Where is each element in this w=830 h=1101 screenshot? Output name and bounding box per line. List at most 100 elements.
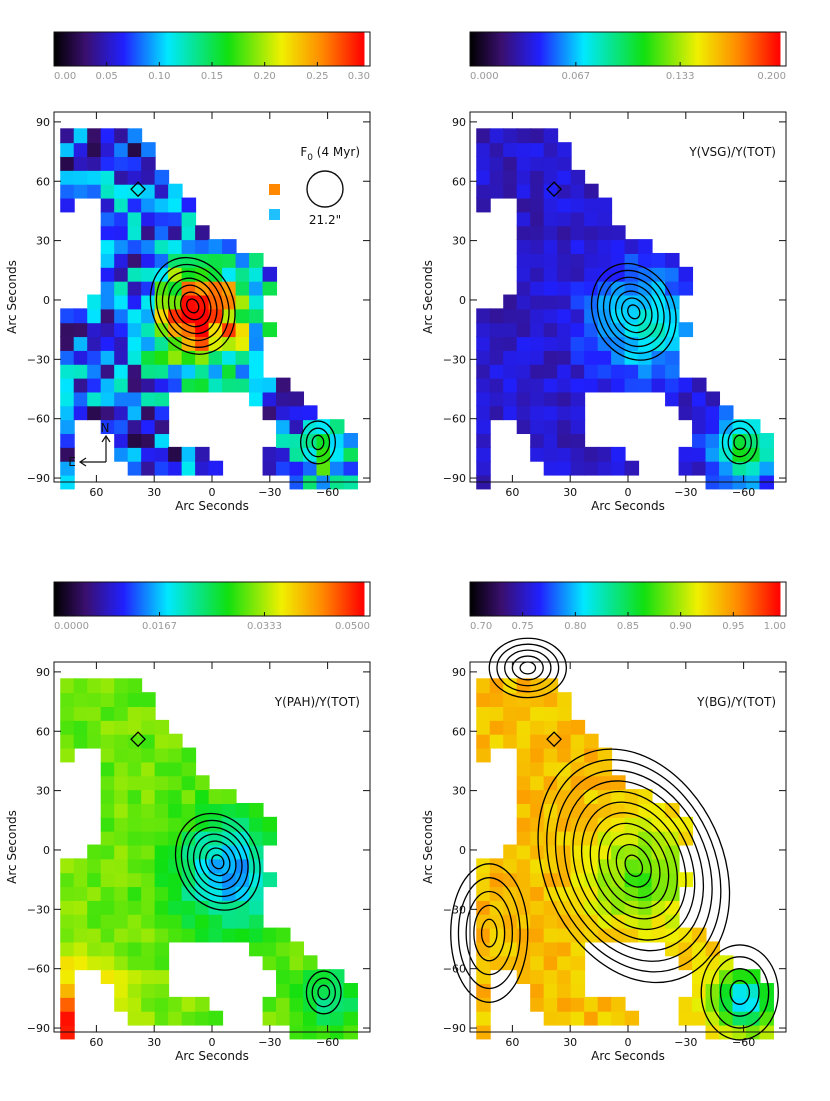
heatmap-cell	[276, 927, 291, 943]
heatmap-cells	[476, 128, 774, 490]
heatmap-cell	[181, 899, 197, 915]
heatmap-cell	[678, 405, 694, 421]
heatmap-cell	[476, 419, 491, 435]
heatmap-cell	[476, 719, 491, 735]
heatmap-cell	[516, 336, 532, 351]
heatmap-cell	[557, 252, 572, 268]
heatmap-cell	[195, 899, 210, 915]
y-axis-label: Arc Seconds	[421, 260, 435, 334]
heatmap-cell	[570, 433, 586, 448]
heatmap-cell	[154, 913, 170, 929]
heatmap-cell	[195, 377, 210, 393]
colorbar-tick-label: 0.90	[670, 621, 692, 632]
heatmap-cell	[530, 308, 545, 324]
heatmap-cell	[87, 844, 102, 860]
heatmap-cell	[611, 830, 626, 846]
heatmap-cell	[597, 239, 613, 254]
heatmap-cell	[249, 280, 264, 296]
heatmap-cell	[154, 211, 170, 227]
heatmap-cell	[597, 266, 613, 282]
heatmap-cell	[543, 322, 559, 338]
heatmap-cell	[530, 747, 545, 763]
heatmap-cell	[141, 405, 156, 421]
heatmap-cell	[208, 349, 224, 365]
contour-ring	[305, 427, 331, 458]
heatmap-cell	[530, 706, 545, 721]
heatmap-cell	[476, 377, 491, 393]
heatmap-cell	[60, 678, 75, 694]
heatmap-cell	[289, 405, 305, 421]
heatmap-cell	[489, 391, 505, 407]
heatmap-cell	[624, 872, 640, 888]
heatmap-cell	[530, 789, 545, 804]
heatmap-cell	[141, 266, 156, 282]
panel-title: Y(BG)/Y(TOT)	[696, 695, 776, 709]
heatmap-cell	[584, 211, 599, 227]
heatmap-cell	[73, 169, 89, 185]
heatmap-cell	[127, 377, 143, 393]
heatmap-cell	[543, 983, 559, 998]
heatmap-cell	[530, 391, 545, 407]
heatmap-cell	[73, 886, 89, 901]
heatmap-cell	[73, 405, 89, 421]
heatmap-cell	[303, 955, 318, 971]
heatmap-cell	[141, 789, 156, 804]
heatmap-cell	[114, 252, 129, 268]
heatmap-cell	[127, 802, 143, 818]
heatmap-cell	[489, 955, 505, 971]
heatmap-cell	[114, 789, 129, 804]
heatmap-cell	[127, 941, 143, 957]
heatmap-cell	[516, 169, 532, 185]
heatmap-cell	[154, 363, 170, 379]
x-tick-label: 0	[209, 486, 216, 499]
heatmap-cell	[303, 996, 318, 1012]
heatmap-cell	[235, 363, 251, 379]
heatmap-cell	[114, 433, 129, 448]
heatmap-cell	[141, 349, 156, 365]
heatmap-cell	[235, 280, 251, 296]
heatmap-cell	[100, 955, 116, 971]
heatmap-cell	[570, 197, 586, 213]
y-tick-label: 60	[452, 175, 466, 188]
heatmap-cell	[114, 761, 129, 777]
heatmap-cell	[60, 349, 75, 365]
heatmap-cell	[543, 446, 559, 462]
x-tick-label: −30	[258, 1036, 281, 1049]
heatmap-cell	[60, 941, 75, 957]
heatmap-cell	[249, 252, 264, 268]
heatmap-cell	[597, 761, 613, 777]
heatmap-cell	[73, 183, 89, 199]
heatmap-cell	[489, 363, 505, 379]
contours	[130, 181, 336, 465]
heatmap-cell	[114, 816, 129, 832]
heatmap-cell	[570, 983, 586, 998]
heatmap-cell	[181, 747, 197, 763]
heatmap-cell	[584, 377, 599, 393]
heatmap-cell	[276, 969, 291, 985]
heatmap-cell	[570, 927, 586, 943]
heatmap-cell	[262, 391, 278, 407]
heatmap-cell	[87, 294, 102, 310]
heatmap-cell	[114, 183, 129, 199]
heatmap-cell	[316, 969, 331, 985]
heatmap-cell	[100, 899, 116, 915]
x-tick-label: −60	[732, 1036, 755, 1049]
heatmap-cell	[127, 252, 143, 268]
heatmap-cell	[87, 363, 102, 379]
x-tick-label: 0	[625, 486, 632, 499]
heatmap-cell	[100, 816, 116, 832]
heatmap-cell	[584, 349, 599, 365]
heatmap-cell	[100, 363, 116, 379]
heatmap-cell	[100, 169, 116, 185]
x-tick-label: 60	[89, 1036, 103, 1049]
heatmap-cell	[100, 706, 116, 721]
heatmap-cell	[168, 239, 183, 254]
heatmap-cell	[557, 142, 572, 158]
contour-ring	[457, 877, 521, 990]
heatmap-cell	[60, 996, 75, 1012]
heatmap-cell	[651, 913, 667, 929]
contour-ring	[719, 968, 760, 1017]
heatmap-cell	[489, 169, 505, 185]
heatmap-cell	[503, 336, 518, 351]
heatmap-cell	[141, 747, 156, 763]
